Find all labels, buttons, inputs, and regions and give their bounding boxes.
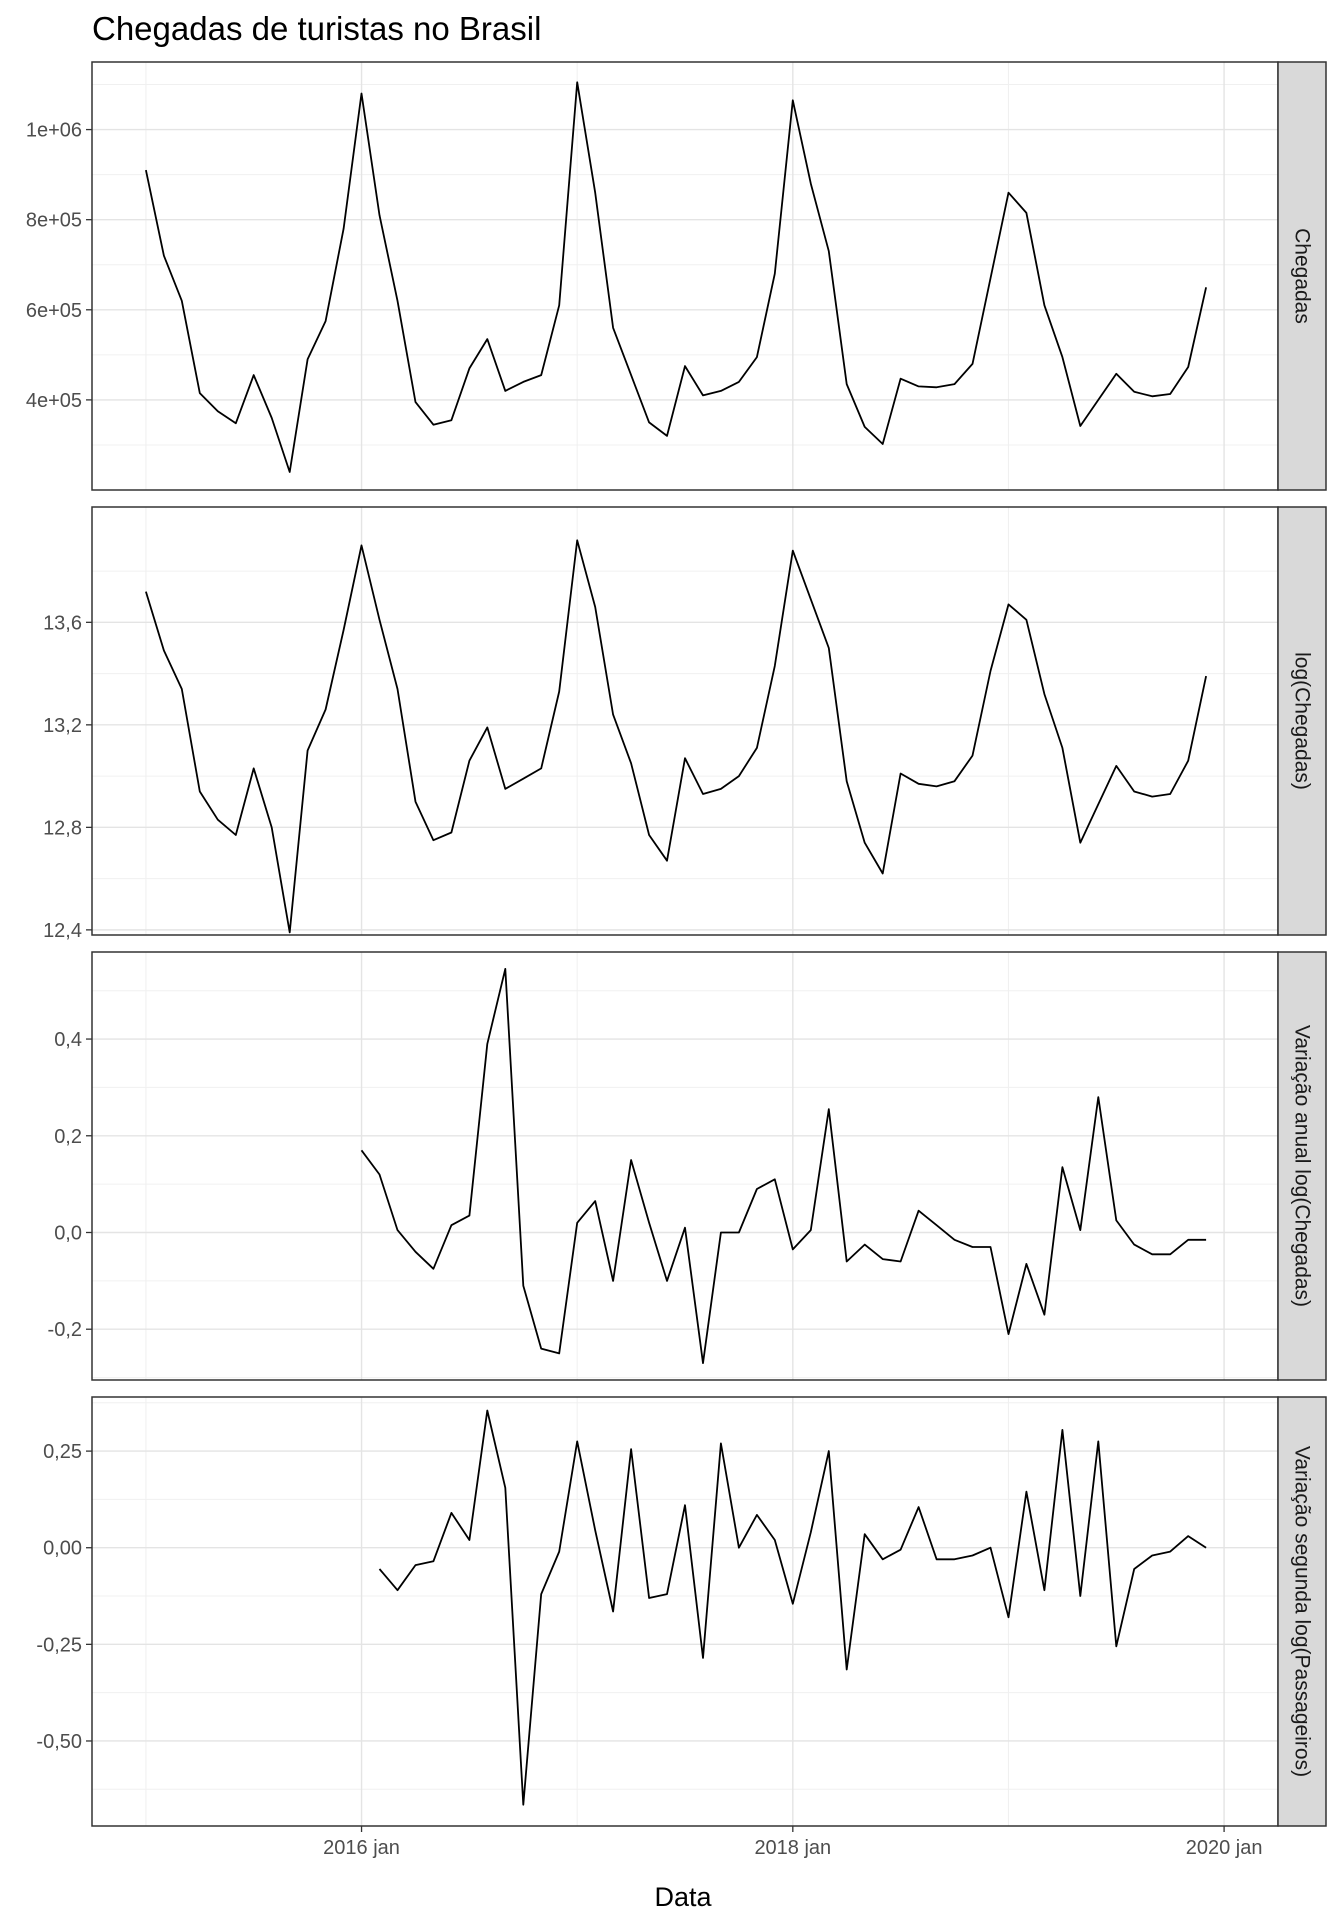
x-axis: 2016 jan 2018 jan 2020 jan bbox=[323, 1826, 1262, 1859]
panel-log-chegadas: 12,4 12,8 13,2 13,6 log(Chegadas) bbox=[43, 506, 1327, 942]
panel-background bbox=[92, 507, 1278, 935]
series-line bbox=[378, 1409, 1207, 1806]
series-line bbox=[145, 539, 1207, 934]
y-tick-label: 0,4 bbox=[54, 1029, 82, 1051]
facet-strip-label: Chegadas bbox=[1291, 228, 1314, 324]
series-line bbox=[360, 968, 1207, 1364]
facet-strip-background bbox=[1277, 506, 1327, 936]
x-tick-label: 2016 jan bbox=[323, 1837, 400, 1859]
y-tick-label: 0,00 bbox=[43, 1538, 82, 1560]
facet-strip-background bbox=[1277, 61, 1327, 491]
y-tick-label: 0,2 bbox=[54, 1126, 82, 1148]
panel-variacao-segunda-log-passageiros: -0,50 -0,25 0,00 0,25 Variação segunda log(P… bbox=[36, 1396, 1327, 1827]
facet-strip: Chegadas bbox=[1277, 61, 1327, 491]
facet-strip-label: log(Chegadas) bbox=[1291, 652, 1314, 790]
panel-background bbox=[92, 1397, 1278, 1826]
panel-variacao-anual-log-chegadas: -0,2 0,0 0,2 0,4 Variação anual log(Chegadas… bbox=[48, 951, 1327, 1381]
panel-background bbox=[92, 62, 1278, 490]
facet-strip-background bbox=[1277, 1396, 1327, 1827]
facet-strip-background bbox=[1277, 951, 1327, 1381]
y-tick-label: 12,4 bbox=[43, 920, 82, 942]
panel-chegadas: 4e+05 6e+05 8e+05 1e+06 Chegadas bbox=[26, 61, 1327, 491]
y-tick-label: -0,50 bbox=[36, 1731, 82, 1753]
y-tick-label: 0,0 bbox=[54, 1222, 82, 1244]
y-tick-label: -0,2 bbox=[48, 1319, 82, 1341]
facet-strip: Variação segunda log(Passageiros) bbox=[1277, 1396, 1327, 1827]
x-tick-label: 2018 jan bbox=[754, 1837, 831, 1859]
y-tick-label: 1e+06 bbox=[26, 120, 82, 142]
y-tick-label: 13,6 bbox=[43, 612, 82, 634]
facet-strip: log(Chegadas) bbox=[1277, 506, 1327, 936]
y-tick-label: 13,2 bbox=[43, 715, 82, 737]
y-tick-label: 0,25 bbox=[43, 1441, 82, 1463]
y-tick-label: 12,8 bbox=[43, 817, 82, 839]
y-tick-label: 6e+05 bbox=[26, 300, 82, 322]
panel-background bbox=[92, 952, 1278, 1380]
y-tick-label: 8e+05 bbox=[26, 210, 82, 232]
chart-title: Chegadas de turistas no Brasil bbox=[92, 10, 542, 47]
series-line bbox=[145, 81, 1207, 473]
y-tick-label: 4e+05 bbox=[26, 390, 82, 412]
y-tick-label: -0,25 bbox=[36, 1634, 82, 1656]
panels-layer: 4e+05 6e+05 8e+05 1e+06 Chegadas 12,4 12,8 13,2… bbox=[26, 61, 1327, 1827]
x-tick-label: 2020 jan bbox=[1186, 1837, 1263, 1859]
facet-strip: Variação anual log(Chegadas) bbox=[1277, 951, 1327, 1381]
facet-strip-label: Variação segunda log(Passageiros) bbox=[1291, 1446, 1314, 1777]
x-axis-title: Data bbox=[654, 1882, 712, 1912]
facet-strip-label: Variação anual log(Chegadas) bbox=[1291, 1025, 1314, 1307]
